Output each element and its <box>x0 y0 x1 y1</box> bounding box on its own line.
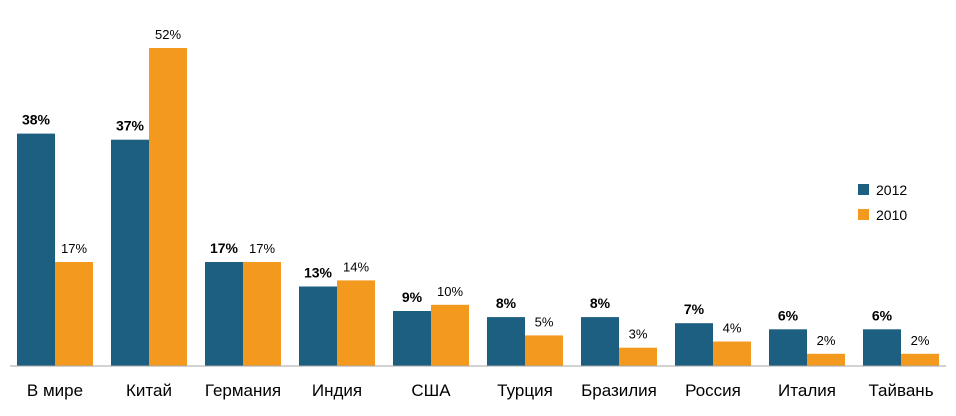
bar-2012-5 <box>487 317 525 366</box>
legend-swatch-2012 <box>858 184 869 195</box>
data-label-2010-1: 52% <box>155 27 181 42</box>
data-label-2010-7: 4% <box>723 321 742 336</box>
bar-2010-8 <box>807 353 845 366</box>
x-tick-label-8: Италия <box>778 381 836 400</box>
data-label-2010-3: 14% <box>343 259 369 274</box>
bar-2010-3 <box>337 280 375 366</box>
data-label-2012-5: 8% <box>496 295 517 311</box>
bar-2010-1 <box>149 48 187 366</box>
x-tick-label-2: Германия <box>205 381 281 400</box>
x-tick-label-9: Тайвань <box>868 381 933 400</box>
data-label-2010-5: 5% <box>535 314 554 329</box>
bar-2012-0 <box>17 133 55 366</box>
data-label-2012-9: 6% <box>872 307 893 323</box>
bar-2012-8 <box>769 329 807 366</box>
bar-2010-7 <box>713 341 751 366</box>
bar-2012-4 <box>393 311 431 366</box>
data-label-2010-4: 10% <box>437 284 463 299</box>
data-label-2012-1: 37% <box>116 118 145 134</box>
data-label-2010-2: 17% <box>249 241 275 256</box>
x-tick-label-5: Турция <box>497 381 553 400</box>
category-labels: В мире Китай Германия Индия США Турция Бразили… <box>27 381 934 400</box>
legend: 2012 2010 <box>858 182 907 223</box>
bar-2010-5 <box>525 335 563 366</box>
bar-2012-2 <box>205 262 243 366</box>
x-tick-label-4: США <box>411 381 451 400</box>
data-label-2010-0: 17% <box>61 241 87 256</box>
legend-label-2010: 2010 <box>876 207 907 223</box>
data-label-2012-0: 38% <box>22 112 51 128</box>
data-label-2012-3: 13% <box>304 265 333 281</box>
x-tick-label-1: Китай <box>126 381 172 400</box>
bars-layer <box>17 48 939 366</box>
bar-2010-9 <box>901 353 939 366</box>
data-label-2012-4: 9% <box>402 289 423 305</box>
data-label-2012-7: 7% <box>684 301 705 317</box>
bar-2012-6 <box>581 317 619 366</box>
data-label-2010-9: 2% <box>911 333 930 348</box>
x-tick-label-7: Россия <box>685 381 741 400</box>
data-label-2012-6: 8% <box>590 295 611 311</box>
legend-swatch-2010 <box>858 209 869 220</box>
data-label-2012-8: 6% <box>778 307 799 323</box>
bar-2012-7 <box>675 323 713 366</box>
x-tick-label-0: В мире <box>27 381 83 400</box>
data-label-2012-2: 17% <box>210 240 239 256</box>
bar-2012-1 <box>111 139 149 366</box>
value-labels: 38% 17% 37% 52% 17% 17% 13% 14% 9% 10% 8% 5% 8% 3% 7% 4… <box>22 27 930 348</box>
bar-2012-3 <box>299 286 337 366</box>
legend-label-2012: 2012 <box>876 182 907 198</box>
data-label-2010-6: 3% <box>629 327 648 342</box>
data-label-2010-8: 2% <box>817 333 836 348</box>
x-tick-label-6: Бразилия <box>581 381 657 400</box>
bar-2010-2 <box>243 262 281 366</box>
bar-2010-6 <box>619 347 657 366</box>
x-tick-label-3: Индия <box>312 381 362 400</box>
bar-2010-0 <box>55 262 93 366</box>
bar-2012-9 <box>863 329 901 366</box>
bar-2010-4 <box>431 304 469 366</box>
